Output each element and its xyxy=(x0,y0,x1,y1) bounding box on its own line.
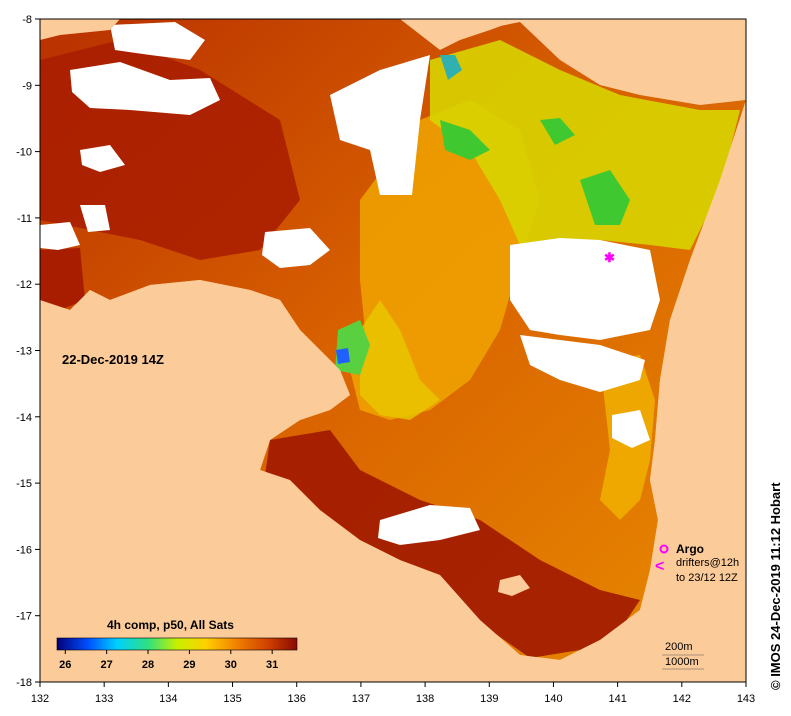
credit-text: © IMOS 24-Dec-2019 11:12 Hobart xyxy=(768,482,783,690)
legend-drifters-label: drifters@12h xyxy=(676,557,740,569)
cloud-east-mid xyxy=(520,335,645,392)
land-island-north xyxy=(40,19,120,40)
cloud-west-1 xyxy=(40,222,80,250)
sst-cool-northeast xyxy=(430,40,740,250)
x-axis: 132 133 134 135 136 137 138 139 140 141 142 143 xyxy=(31,682,755,705)
sst-plume-bright xyxy=(360,300,440,420)
cloud-north-small xyxy=(80,145,125,172)
colorbar-tick-label: 29 xyxy=(183,659,195,671)
y-tick-label: -12 xyxy=(16,279,32,291)
sst-blue-spot xyxy=(336,348,350,364)
cloud-central-north xyxy=(330,55,430,195)
x-tick-label: 134 xyxy=(159,693,177,705)
y-tick-label: -9 xyxy=(22,80,32,92)
cloud-arnhem-west xyxy=(262,228,330,268)
colorbar-tick-label: 30 xyxy=(225,659,237,671)
sst-hot-south xyxy=(265,430,640,658)
x-tick-label: 137 xyxy=(352,693,370,705)
cloud-south xyxy=(378,505,480,545)
colorbar-tick-label: 28 xyxy=(142,659,154,671)
x-tick-label: 133 xyxy=(95,693,113,705)
colorbar-tick-label: 31 xyxy=(266,659,278,671)
y-tick-label: -18 xyxy=(16,677,32,689)
cloud-east-large xyxy=(510,238,660,340)
y-tick-label: -15 xyxy=(16,478,32,490)
sst-green-patch-3 xyxy=(540,118,575,145)
x-tick-label: 139 xyxy=(480,693,498,705)
y-tick-label: -11 xyxy=(17,213,32,225)
cloud-west-2 xyxy=(80,205,110,232)
y-tick-label: -16 xyxy=(16,544,32,556)
x-tick-label: 135 xyxy=(223,693,241,705)
y-tick-label: -17 xyxy=(16,611,32,623)
date-label: 22-Dec-2019 14Z xyxy=(62,352,164,367)
sst-green-patch-4 xyxy=(440,55,462,80)
sst-hot-west-island xyxy=(40,248,85,310)
y-tick-label: -8 xyxy=(22,14,32,26)
colorbar-tick-label: 27 xyxy=(101,659,113,671)
y-tick-label: -14 xyxy=(16,412,32,424)
colorbar xyxy=(56,637,298,651)
legend-drifters-time: to 23/12 12Z xyxy=(676,572,738,584)
colorbar-tick-label: 26 xyxy=(59,659,71,671)
y-tick-label: -13 xyxy=(16,346,32,358)
legend-argo-label: Argo xyxy=(676,542,704,556)
x-tick-label: 140 xyxy=(544,693,562,705)
colorbar-title: 4h comp, p50, All Sats xyxy=(107,618,234,632)
x-tick-label: 132 xyxy=(31,693,49,705)
cloud-northwest xyxy=(70,62,220,115)
cloud-north-1 xyxy=(110,22,205,60)
y-axis: -8 -9 -10 -11 -12 -13 -14 -15 -16 -17 -18 xyxy=(16,14,40,689)
x-tick-label: 143 xyxy=(737,693,755,705)
land-mornington-island xyxy=(498,575,530,596)
land-arnhem xyxy=(40,100,746,682)
x-tick-label: 136 xyxy=(288,693,306,705)
isobath-1000-label: 1000m xyxy=(665,656,699,668)
sst-green-patch-2 xyxy=(580,170,630,225)
sst-green-patch-1 xyxy=(440,120,490,160)
x-tick-label: 141 xyxy=(608,693,626,705)
x-tick-label: 138 xyxy=(416,693,434,705)
argo-legend-icon xyxy=(659,544,669,554)
x-tick-label: 142 xyxy=(673,693,691,705)
argo-marker: ✱ xyxy=(604,250,615,265)
land-cape-york-top xyxy=(440,19,746,90)
colorbar-ticks: 26 27 28 29 30 31 xyxy=(59,650,278,671)
drifter-legend-icon: < xyxy=(655,558,665,575)
isobath-200-label: 200m xyxy=(665,641,693,653)
cloud-east-small xyxy=(612,410,650,448)
y-tick-label: -10 xyxy=(16,147,32,159)
